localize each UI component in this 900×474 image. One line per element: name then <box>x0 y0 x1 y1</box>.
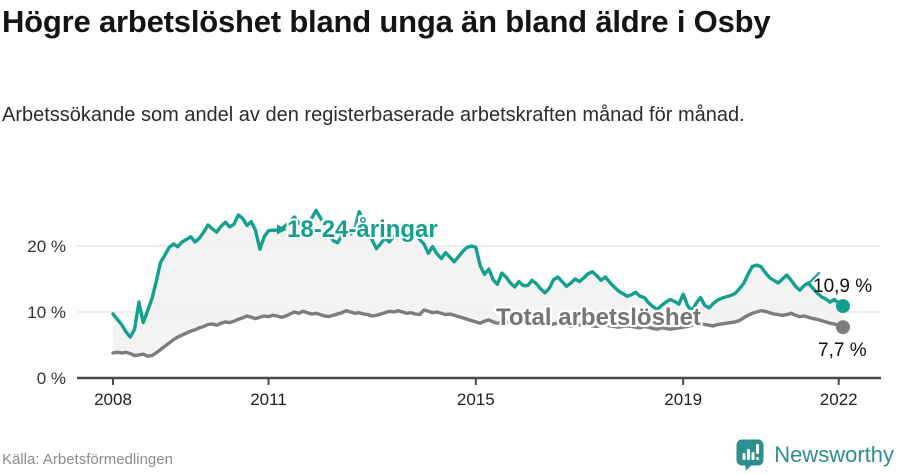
svg-text:0 %: 0 % <box>37 369 66 388</box>
svg-text:2022: 2022 <box>820 390 858 409</box>
svg-text:2019: 2019 <box>664 390 702 409</box>
brand-logo: Newsworthy <box>736 439 894 471</box>
svg-text:2011: 2011 <box>250 390 287 409</box>
svg-text:2008: 2008 <box>94 390 132 409</box>
end-value-total: 7,7 % <box>818 340 867 361</box>
brand-name: Newsworthy <box>774 442 894 467</box>
page-title: Högre arbetslöshet bland unga än bland ä… <box>2 4 771 39</box>
svg-text:2015: 2015 <box>457 390 495 409</box>
bar-chart-speech-bubble-icon <box>736 439 764 471</box>
line-chart: 0 % 10 % 20 % 2008 2011 2015 2019 2022 <box>27 208 881 409</box>
svg-text:10 %: 10 % <box>27 303 66 322</box>
svg-text:20 %: 20 % <box>27 237 66 256</box>
end-value-youth: 10,9 % <box>813 276 873 297</box>
series-label-youth: 18-24-åringar <box>287 216 438 243</box>
page-subtitle: Arbetssökande som andel av den registerb… <box>2 104 745 126</box>
source-note: Källa: Arbetsförmedlingen <box>2 451 173 468</box>
series-label-total: Total arbetslöshet <box>496 304 701 331</box>
